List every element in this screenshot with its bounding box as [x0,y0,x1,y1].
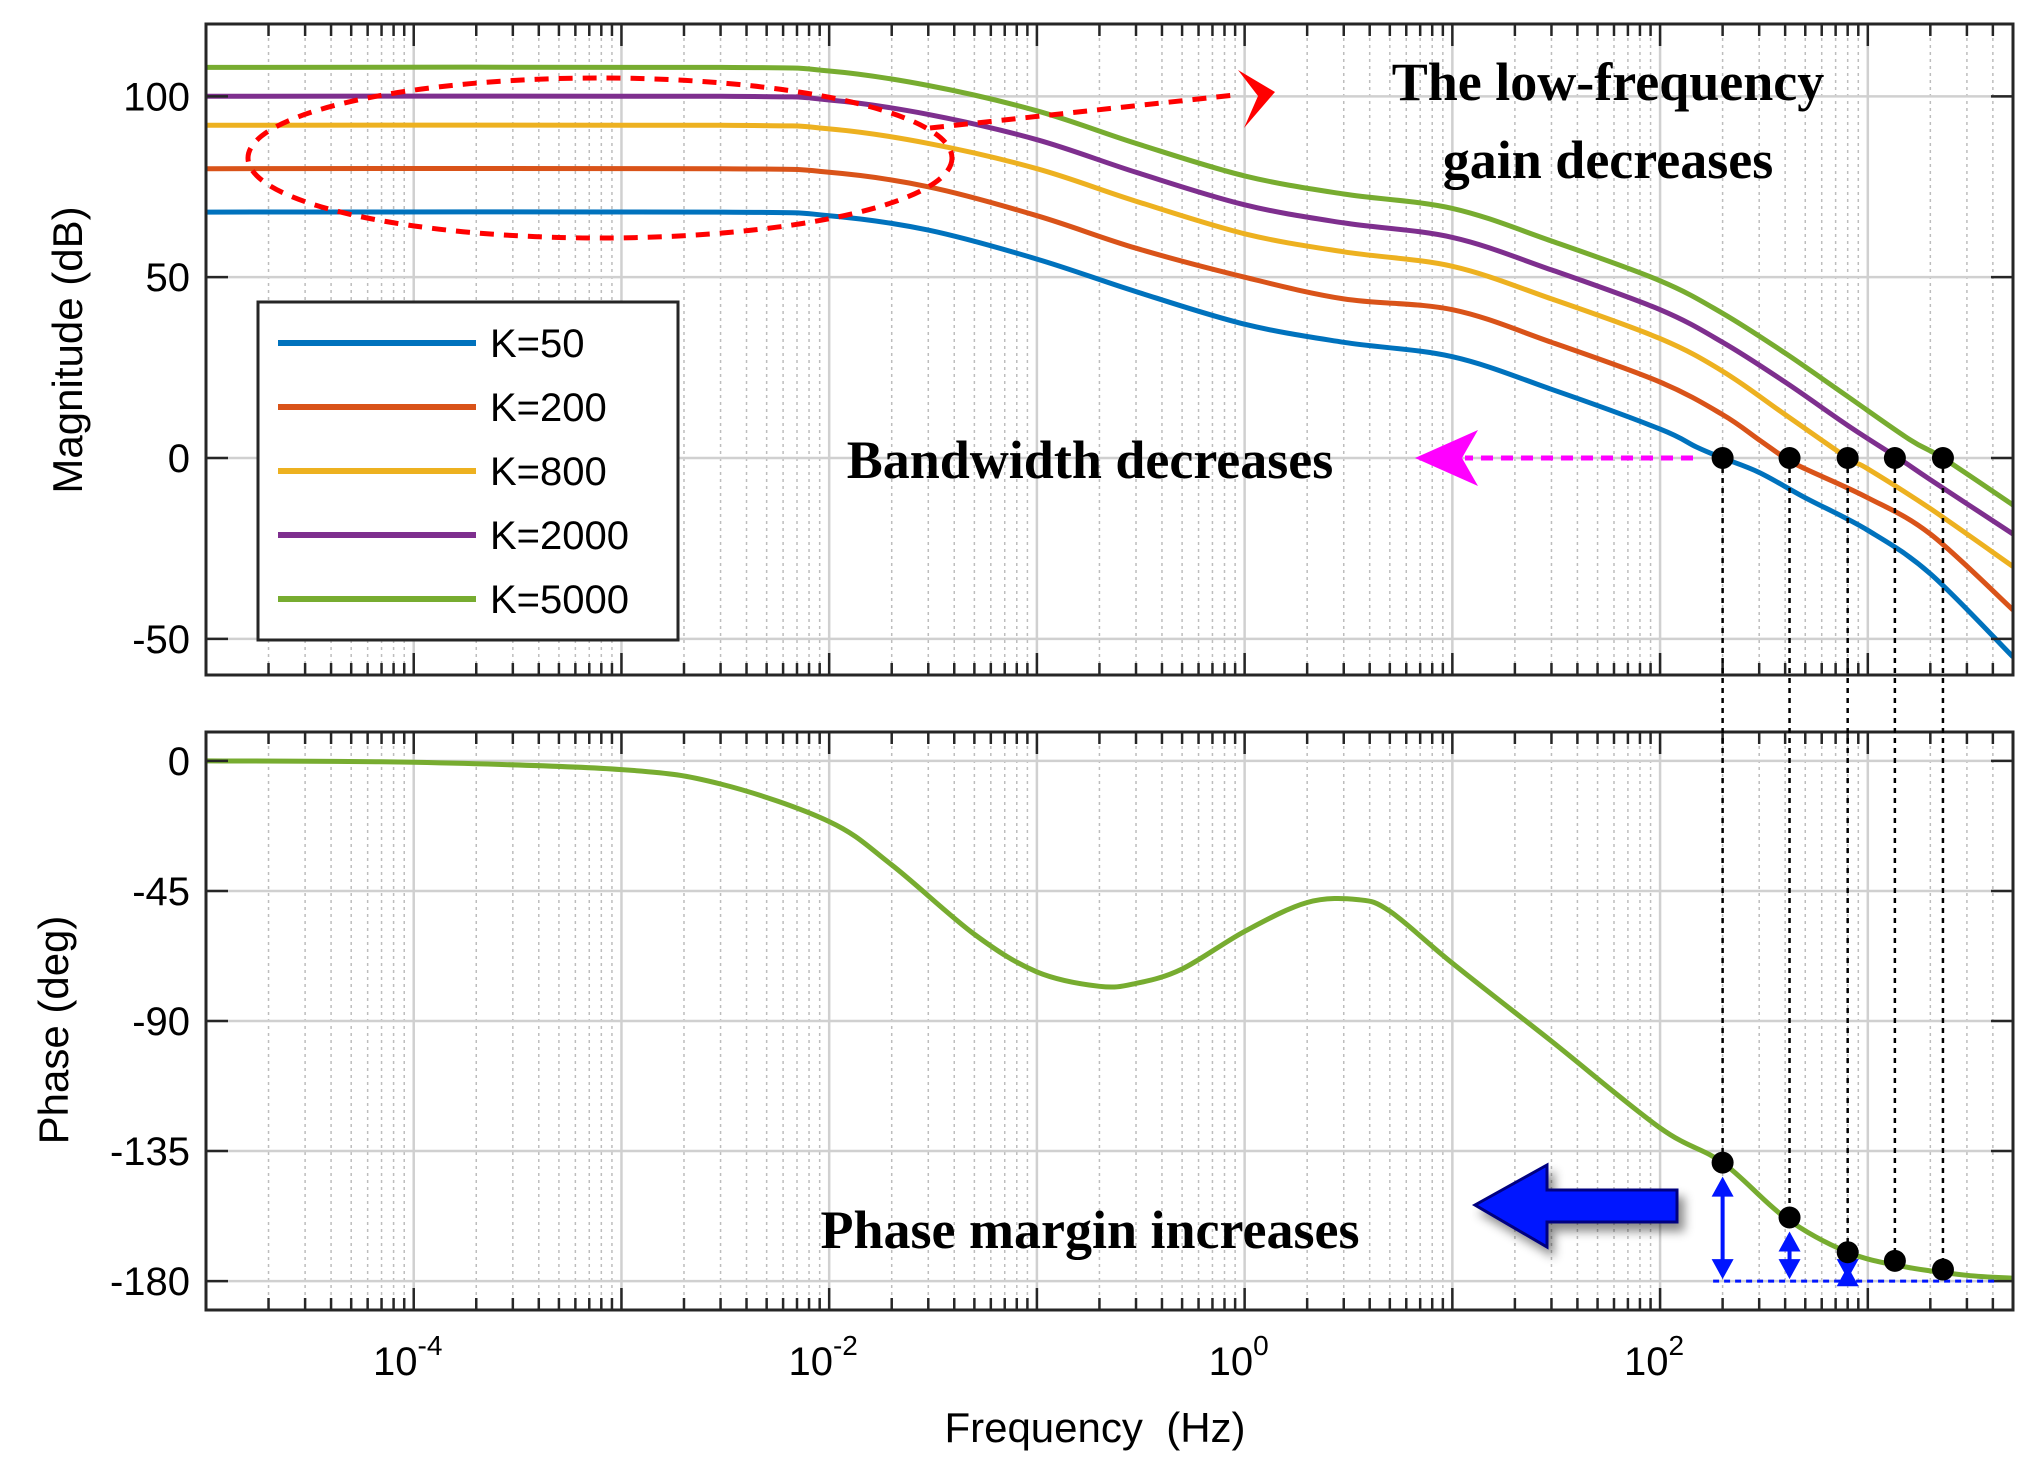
gain-crossover-dot [1711,447,1734,469]
magnitude-ytick-labels: -50 0 50 100 [123,75,191,662]
magnitude-ytick-label: 50 [146,256,191,300]
phase-ytick-label: 0 [168,740,190,784]
phase-xtick-label: 100 [1209,1330,1269,1384]
magnitude-axes-frame [204,22,2015,677]
legend-entry-label: K=50 [490,322,585,366]
phase-crossover-dot [1711,1151,1734,1174]
magnitude-line-series-1 [206,209,2013,659]
phase-crossover-dot [1931,1258,1954,1281]
phase-crossover-dot [1883,1249,1906,1272]
phase-ytick-label: -180 [110,1260,190,1304]
annotations: The low-frequency gain decreases Bandwid… [245,52,1999,1287]
phase-margin-arrowhead-down [1711,1259,1734,1280]
gain-crossover-dot [1883,447,1906,469]
phase-margin-arrowhead-up [1711,1176,1734,1197]
legend-entry-label: K=800 [490,450,607,494]
low-frequency-gain-arrowhead [1238,70,1275,128]
bandwidth-label: Bandwidth decreases [847,430,1334,490]
phase-ytick-label: -45 [132,870,190,914]
legend: K=50 K=200 K=800 K=2000 K=5000 [256,300,680,642]
magnitude-ytick-label: 0 [168,437,190,481]
phase-ytick-label: -90 [132,1000,190,1044]
phase-crossover-dot [1836,1241,1859,1264]
phase-margin-arrowhead-up [1778,1231,1801,1252]
phase-ticks [204,732,2015,1310]
phase-xlabel: Frequency (Hz) [944,1404,1245,1451]
phase-ytick-label: -135 [110,1130,190,1174]
phase-axes-frame [204,730,2015,1312]
phase-series [206,758,2013,1281]
bandwidth-arrowhead [1415,430,1478,486]
magnitude-line-series-4 [206,93,2013,537]
magnitude-ylabel: Magnitude (dB) [44,206,91,493]
magnitude-ytick-label: 100 [123,75,190,119]
phase-margin-block-arrow [1471,1162,1679,1250]
legend-entry-label: K=2000 [490,514,629,558]
phase-margin-arrowhead-down [1836,1259,1859,1280]
phase-margin-markers [1711,1176,1999,1287]
legend-entry-label: K=5000 [490,578,629,622]
phase-panel: -180 -135 -90 -45 0 10-4 10-2 100 102 Phase (de… [30,730,2015,1451]
gain-crossover-dot [1778,447,1801,469]
phase-xtick-label: 102 [1624,1330,1684,1384]
phase-xtick-labels: 10-4 10-2 100 102 [373,1330,1684,1384]
gain-crossover-dot [1836,447,1859,469]
phase-margin-label: Phase margin increases [821,1200,1360,1260]
legend-entry-label: K=200 [490,386,607,430]
low-frequency-gain-label-line1: The low-frequency [1392,52,1824,112]
low-frequency-gain-arrow [929,92,1236,131]
magnitude-line-series-2 [206,165,2013,612]
magnitude-ytick-label: -50 [132,618,190,662]
phase-ytick-labels: -180 -135 -90 -45 0 [110,740,190,1304]
phase-crossover-dot [1778,1206,1801,1229]
magnitude-line-series-5 [206,64,2013,508]
low-frequency-gain-ellipse [245,75,955,241]
crossover-markers [1711,447,1954,1281]
low-frequency-gain-label-line2: gain decreases [1443,130,1773,190]
phase-margin-arrowhead-down [1778,1259,1801,1280]
gain-crossover-dot [1931,447,1954,469]
phase-xtick-label: 10-2 [788,1330,857,1384]
phase-ylabel: Phase (deg) [30,916,77,1145]
phase-line-series-1 [206,758,2013,1281]
phase-xtick-label: 10-4 [373,1330,442,1384]
